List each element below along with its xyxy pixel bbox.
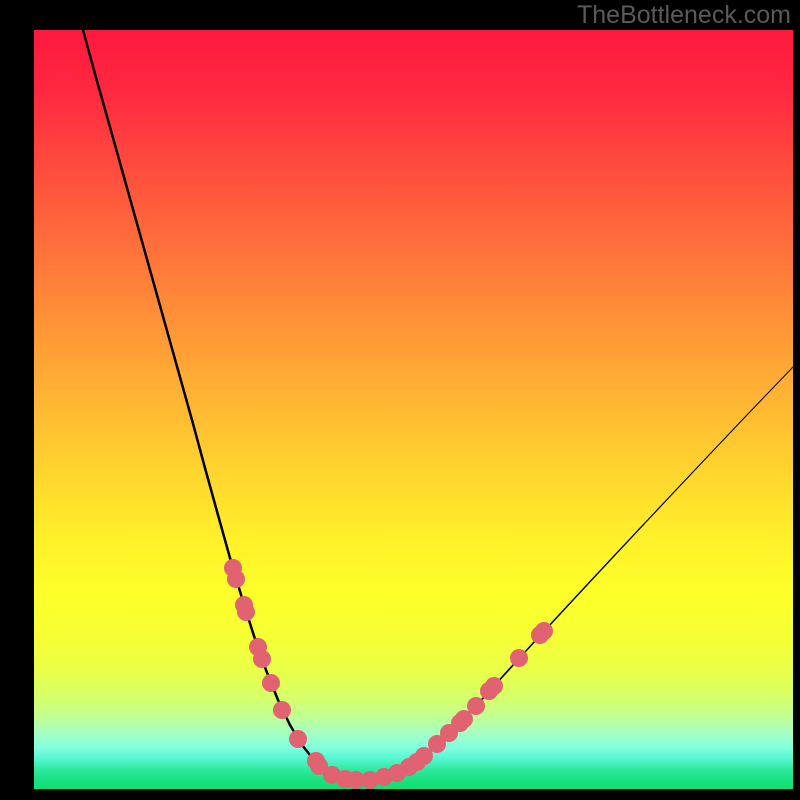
watermark-text: TheBottleneck.com: [577, 1, 791, 29]
plot-background: [34, 30, 793, 789]
bottleneck-chart: TheBottleneck.com: [0, 0, 800, 800]
